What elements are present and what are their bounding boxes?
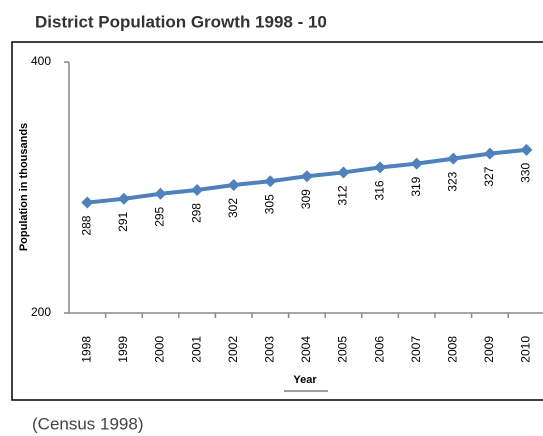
data-label: 319 (409, 176, 423, 196)
data-label: 288 (79, 215, 93, 235)
x-axis-label: Year (293, 374, 317, 386)
data-label: 298 (189, 203, 203, 223)
y-tick-label: 400 (31, 54, 51, 68)
x-tick-label: 1999 (116, 336, 130, 363)
marker (227, 178, 240, 191)
marker (81, 196, 94, 209)
x-tick-label: 2008 (445, 336, 459, 363)
data-label: 291 (116, 211, 130, 231)
data-label: 295 (153, 206, 167, 226)
marker (191, 184, 204, 197)
x-tick-label: 1998 (79, 336, 93, 363)
x-tick-label: 2010 (519, 336, 533, 363)
chart-frame (11, 41, 543, 401)
marker (520, 143, 533, 156)
x-tick-label: 2001 (189, 336, 203, 363)
data-label: 302 (226, 198, 240, 218)
x-tick-label: 2004 (299, 336, 313, 363)
x-tick-label: 2003 (262, 336, 276, 363)
data-label: 309 (299, 189, 313, 209)
y-tick-label: 200 (31, 305, 51, 319)
x-tick-label: 2000 (153, 336, 167, 363)
chart-title: District Population Growth 1998 - 10 (35, 12, 327, 31)
data-label: 330 (519, 163, 533, 183)
x-tick-label: 2007 (409, 336, 423, 363)
marker (117, 192, 130, 205)
x-tick-label: 2009 (482, 336, 496, 363)
marker (410, 157, 423, 170)
marker (447, 152, 460, 165)
x-tick-label: 2002 (226, 336, 240, 363)
y-axis-label: Population in thousands (18, 123, 30, 251)
data-label: 323 (445, 171, 459, 191)
marker (264, 175, 277, 188)
marker (337, 166, 350, 179)
data-label: 316 (372, 180, 386, 200)
marker (374, 161, 387, 174)
data-label: 327 (482, 166, 496, 186)
data-label: 312 (336, 185, 350, 205)
data-label: 305 (262, 194, 276, 214)
x-tick-label: 2005 (336, 336, 350, 363)
x-tick-label: 2006 (372, 336, 386, 363)
footnote: (Census 1998) (32, 414, 144, 433)
marker (300, 170, 313, 183)
marker (483, 147, 496, 160)
marker (154, 187, 167, 200)
